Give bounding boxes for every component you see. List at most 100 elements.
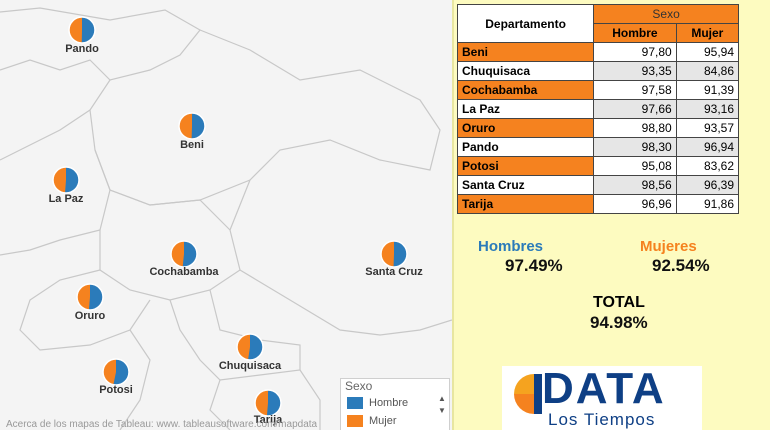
pie-slice-hombre <box>248 334 263 360</box>
legend-swatch-hombre <box>347 397 363 409</box>
pie-marker <box>52 166 80 194</box>
cell-mujer: 91,39 <box>675 80 740 100</box>
pie-la-paz[interactable] <box>49 163 83 197</box>
hombres-value: 97.49% <box>505 256 563 275</box>
cell-dept: La Paz <box>456 99 595 119</box>
pie-slice-hombre <box>182 241 197 267</box>
legend: Sexo Hombre Mujer ▲ ▼ <box>340 378 450 430</box>
pie-beni[interactable] <box>175 109 209 143</box>
legend-label: Mujer <box>369 415 397 427</box>
table-row[interactable]: La Paz 97,66 93,16 <box>456 99 740 119</box>
legend-item-hombre[interactable]: Hombre <box>347 397 408 409</box>
pie-slice-hombre <box>191 113 205 139</box>
map-label-potosi: Potosi <box>99 384 133 396</box>
pie-marker <box>236 333 264 361</box>
pie-slice-hombre <box>393 241 407 267</box>
table-row[interactable]: Beni 97,80 95,94 <box>456 42 740 62</box>
cell-hombre: 97,80 <box>593 42 677 62</box>
cell-hombre: 97,66 <box>593 99 677 119</box>
literacy-table: Departamento Sexo Hombre Mujer Beni 97,80… <box>456 4 740 214</box>
pie-outline <box>68 16 96 44</box>
scroll-down-icon[interactable]: ▼ <box>438 406 446 415</box>
pie-slice-hombre <box>81 17 95 43</box>
pie-oruro[interactable] <box>73 280 107 314</box>
pie-outline <box>102 358 130 386</box>
legend-scrollbar[interactable]: ▲ ▼ <box>437 393 447 417</box>
cell-mujer: 84,86 <box>675 61 740 81</box>
map-label-cochabamba: Cochabamba <box>149 266 219 278</box>
cell-mujer: 83,62 <box>675 156 740 176</box>
cell-hombre: 97,58 <box>593 80 677 100</box>
pie-marker <box>178 112 206 140</box>
legend-title: Sexo <box>345 379 373 393</box>
table-row[interactable]: Chuquisaca 93,35 84,86 <box>456 61 740 81</box>
cell-dept: Pando <box>456 137 595 157</box>
pie-outline <box>52 166 80 194</box>
cell-hombre: 98,30 <box>593 137 677 157</box>
cell-hombre: 98,56 <box>593 175 677 195</box>
pie-pando[interactable] <box>65 13 99 47</box>
pie-marker <box>76 283 104 311</box>
legend-label: Hombre <box>369 397 409 409</box>
pie-marker <box>380 240 408 268</box>
cell-hombre: 93,35 <box>593 61 677 81</box>
pie-cochabamba[interactable] <box>167 237 201 271</box>
table-row[interactable]: Tarija 96,96 91,86 <box>456 194 740 214</box>
hombres-label: Hombres <box>478 238 544 255</box>
mujeres-value: 92.54% <box>652 256 710 275</box>
pie-outline <box>178 112 206 140</box>
pie-outline <box>76 283 104 311</box>
table-row[interactable]: Pando 98,30 96,94 <box>456 137 740 157</box>
map-panel[interactable]: Pando Beni La Paz Cochabamba Santa Cruz … <box>0 0 454 430</box>
cell-mujer: 91,86 <box>675 194 740 214</box>
pie-potosi[interactable] <box>99 355 133 389</box>
cell-mujer: 93,57 <box>675 118 740 138</box>
cell-dept: Santa Cruz <box>456 175 595 195</box>
mujeres-label: Mujeres <box>640 238 697 255</box>
table-row[interactable]: Potosi 95,08 83,62 <box>456 156 740 176</box>
data-los-tiempos-logo: DATA Los Tiempos <box>502 364 702 430</box>
pie-chuquisaca[interactable] <box>233 330 267 364</box>
department-borders <box>0 7 452 430</box>
table-row[interactable]: Oruro 98,80 93,57 <box>456 118 740 138</box>
header-sexo: Sexo <box>593 4 739 24</box>
header-mujer: Mujer <box>675 23 740 43</box>
legend-item-mujer[interactable]: Mujer <box>347 415 397 427</box>
pie-outline <box>236 333 264 361</box>
map-label-beni: Beni <box>180 139 204 151</box>
scroll-up-icon[interactable]: ▲ <box>438 394 446 403</box>
pie-marker <box>102 358 130 386</box>
pie-tarija[interactable] <box>251 386 285 420</box>
cell-dept: Chuquisaca <box>456 61 595 81</box>
pie-outline <box>380 240 408 268</box>
header-departamento: Departamento <box>456 4 595 43</box>
cell-mujer: 96,94 <box>675 137 740 157</box>
pie-outline <box>170 240 198 268</box>
logo-pie-icon <box>514 374 542 414</box>
table-row[interactable]: Cochabamba 97,58 91,39 <box>456 80 740 100</box>
pie-santa-cruz[interactable] <box>377 237 411 271</box>
table-body: Beni 97,80 95,94 Chuquisaca 93,35 84,86 Coch… <box>456 42 740 214</box>
cell-hombre: 95,08 <box>593 156 677 176</box>
pie-marker <box>170 240 198 268</box>
total-value: 94.98% <box>590 313 648 332</box>
pie-slice-hombre <box>65 167 79 193</box>
cell-mujer: 95,94 <box>675 42 740 62</box>
pie-slice-hombre <box>266 390 282 416</box>
cell-hombre: 98,80 <box>593 118 677 138</box>
map-label-tarija: Tarija <box>253 414 283 426</box>
pie-slice-hombre <box>88 284 103 310</box>
map-attribution[interactable]: Acerca de los mapas de Tableau: www. tab… <box>6 419 318 430</box>
cell-dept: Beni <box>456 42 595 62</box>
cell-hombre: 96,96 <box>593 194 677 214</box>
map-label-oruro: Oruro <box>74 310 106 322</box>
cell-dept: Oruro <box>456 118 595 138</box>
logo-subtitle: Los Tiempos <box>548 410 656 429</box>
map-label-santa-cruz: Santa Cruz <box>365 266 423 278</box>
cell-mujer: 96,39 <box>675 175 740 195</box>
pie-outline <box>254 389 282 417</box>
table-row[interactable]: Santa Cruz 98,56 96,39 <box>456 175 740 195</box>
map-label-pando: Pando <box>65 43 99 55</box>
total-label: TOTAL <box>593 294 645 311</box>
legend-swatch-mujer <box>347 415 363 427</box>
